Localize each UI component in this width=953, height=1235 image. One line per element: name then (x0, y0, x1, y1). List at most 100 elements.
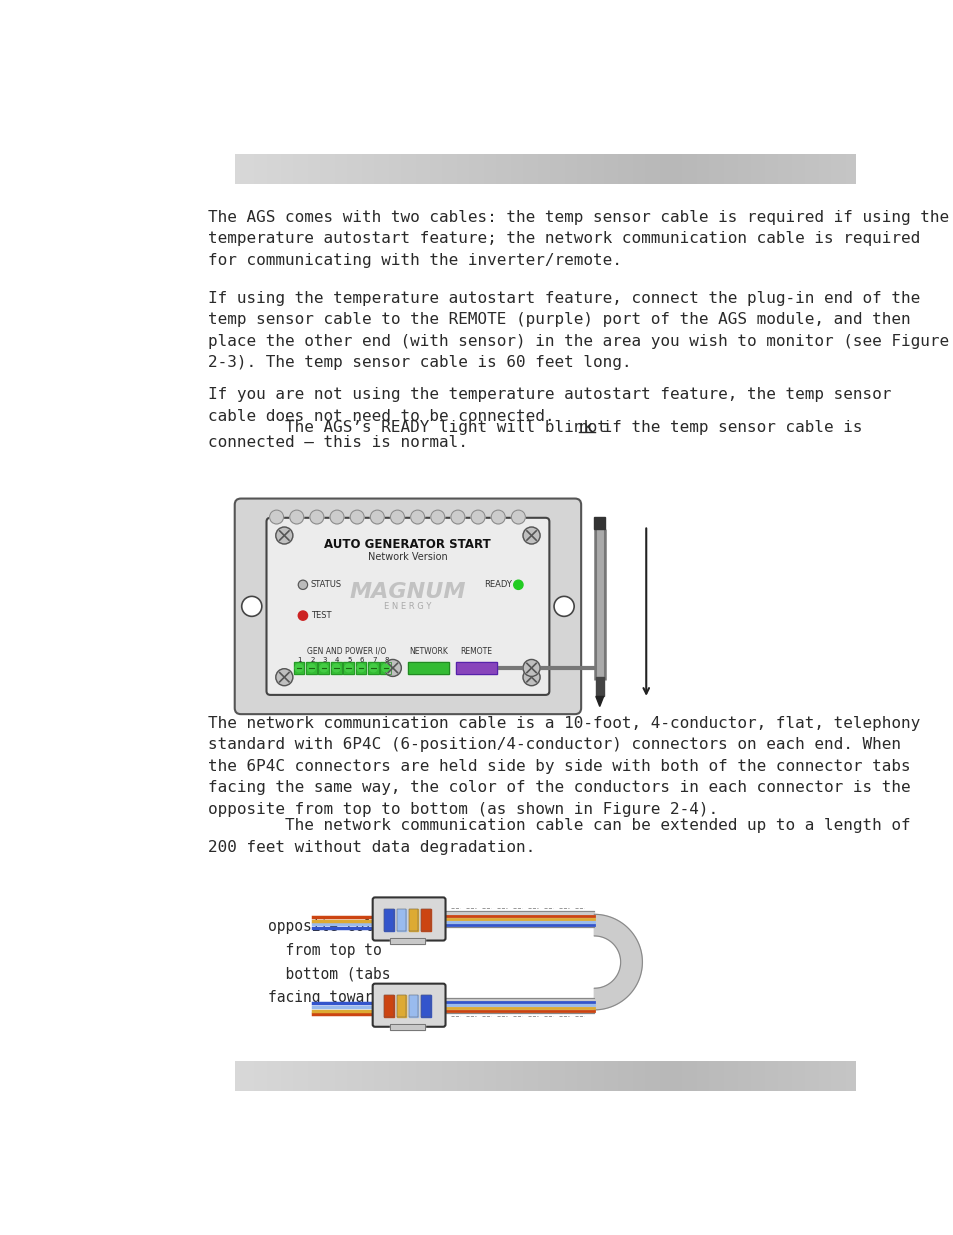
Bar (460, 1061, 462, 1092)
Bar (584, 153, 587, 184)
Circle shape (381, 664, 390, 672)
Bar (607, 1061, 609, 1092)
Bar (294, 662, 304, 674)
Bar (494, 1061, 496, 1092)
Text: connected – this is normal.: connected – this is normal. (208, 435, 468, 450)
Bar (407, 1061, 409, 1092)
Bar (363, 1061, 366, 1092)
Bar (443, 998, 594, 1013)
Bar (582, 1061, 584, 1092)
Circle shape (330, 510, 344, 524)
Bar (355, 662, 366, 674)
Bar (808, 1061, 810, 1092)
Bar (326, 153, 328, 184)
Bar (709, 153, 711, 184)
Bar (731, 153, 734, 184)
Bar (803, 1061, 806, 1092)
Bar (326, 1061, 328, 1092)
Bar (299, 1061, 301, 1092)
Bar (314, 1061, 315, 1092)
Bar (421, 909, 431, 930)
Bar (448, 1061, 450, 1092)
Bar (299, 153, 301, 184)
Bar (727, 153, 729, 184)
Bar (430, 153, 432, 184)
Bar (777, 1061, 779, 1092)
Circle shape (241, 597, 261, 616)
Bar (628, 1061, 630, 1092)
Text: TEST: TEST (311, 611, 331, 620)
Bar (547, 1061, 550, 1092)
Bar (417, 153, 419, 184)
Bar (453, 153, 455, 184)
Bar (253, 153, 256, 184)
Bar (386, 1061, 388, 1092)
Bar (308, 153, 310, 184)
Bar (785, 153, 787, 184)
Bar (547, 153, 550, 184)
Bar (276, 153, 278, 184)
Bar (595, 153, 597, 184)
Bar (741, 153, 743, 184)
Bar (661, 153, 663, 184)
Bar (421, 909, 431, 930)
Bar (601, 1061, 603, 1092)
Bar (603, 153, 605, 184)
Bar (281, 153, 283, 184)
Bar (575, 1061, 577, 1092)
Bar (260, 1061, 262, 1092)
Bar (644, 153, 647, 184)
Bar (306, 662, 316, 674)
Bar (541, 153, 543, 184)
Bar (343, 153, 345, 184)
Bar (719, 153, 721, 184)
Bar (405, 1061, 407, 1092)
Bar (432, 1061, 434, 1092)
Bar (368, 662, 378, 674)
FancyBboxPatch shape (373, 983, 445, 1026)
Bar (614, 1061, 616, 1092)
Bar (554, 153, 556, 184)
Bar (390, 1025, 425, 1030)
Bar (690, 1061, 692, 1092)
Bar (241, 153, 244, 184)
Bar (597, 153, 599, 184)
Bar (564, 153, 566, 184)
Text: 4: 4 (335, 657, 339, 663)
Bar (787, 153, 789, 184)
Bar (814, 1061, 816, 1092)
Bar (748, 1061, 750, 1092)
Bar (781, 153, 783, 184)
Bar (609, 1061, 612, 1092)
Bar (556, 1061, 558, 1092)
Bar (713, 1061, 715, 1092)
Bar (545, 1061, 547, 1092)
Text: 1: 1 (297, 657, 302, 663)
Circle shape (513, 580, 522, 589)
Bar (239, 1061, 241, 1092)
Bar (803, 153, 806, 184)
Bar (618, 1061, 619, 1092)
Bar (351, 1061, 354, 1092)
Bar (676, 1061, 678, 1092)
Circle shape (410, 510, 424, 524)
Bar (721, 153, 723, 184)
Bar (400, 153, 403, 184)
Bar (368, 662, 378, 674)
Bar (440, 153, 442, 184)
Bar (324, 153, 326, 184)
Circle shape (431, 510, 444, 524)
Bar (822, 1061, 824, 1092)
Bar (469, 1061, 471, 1092)
Bar (589, 153, 591, 184)
Circle shape (275, 668, 293, 685)
Bar (676, 153, 678, 184)
Circle shape (554, 597, 574, 616)
Bar (331, 1061, 333, 1092)
Bar (618, 153, 619, 184)
Bar (566, 1061, 568, 1092)
Bar (380, 1061, 382, 1092)
Bar (754, 1061, 756, 1092)
Bar (659, 153, 661, 184)
Bar (465, 1061, 467, 1092)
